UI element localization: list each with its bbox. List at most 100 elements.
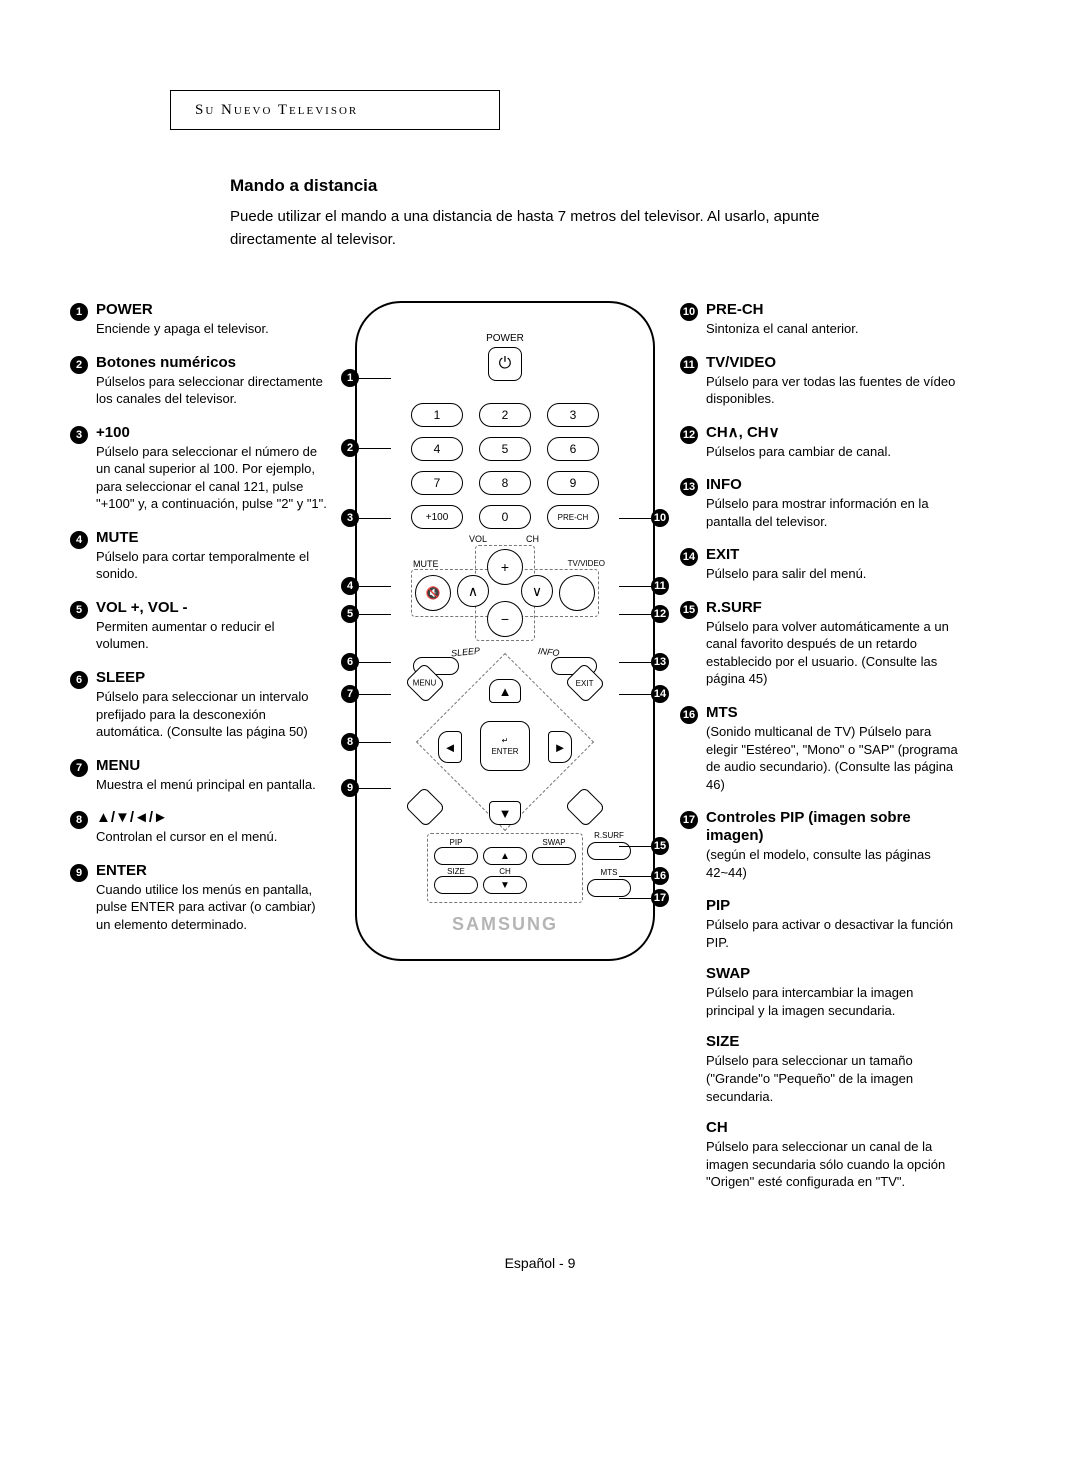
item-title: TV/VIDEO	[706, 354, 960, 372]
item-number: 6	[70, 671, 88, 689]
corner-br-button[interactable]	[564, 786, 605, 827]
callout-line	[619, 518, 651, 519]
callout-badge: 10	[651, 509, 669, 527]
callout-badge: 17	[651, 889, 669, 907]
item-title: PRE-CH	[706, 301, 960, 319]
mute-button[interactable]: 🔇	[415, 575, 451, 611]
nav-right-button[interactable]: ►	[548, 731, 572, 763]
number-button-8[interactable]: 8	[479, 471, 531, 495]
nav-left-button[interactable]: ◄	[438, 731, 462, 763]
item-number: 8	[70, 811, 88, 829]
item-desc: Púlselo para salir del menú.	[706, 565, 960, 583]
pip-sub-item: PIP Púlselo para activar o desactivar la…	[706, 897, 960, 951]
number-button-2[interactable]: 2	[479, 403, 531, 427]
desc-item: 16 MTS (Sonido multicanal de TV) Púlselo…	[680, 704, 960, 793]
callout-badge: 13	[651, 653, 669, 671]
left-column: 1 POWER Enciende y apaga el televisor. 2…	[70, 301, 330, 949]
item-desc: (Sonido multicanal de TV) Púlselo para e…	[706, 723, 960, 793]
item-title: ▲/▼/◄/►	[96, 809, 330, 827]
item-title: +100	[96, 424, 330, 442]
nav-up-button[interactable]: ▲	[489, 679, 521, 703]
pip-group: PIP ▲ SWAP SIZE CH▼	[427, 833, 583, 903]
desc-item: 12 CH∧, CH∨ Púlselos para cambiar de can…	[680, 424, 960, 461]
callout-badge: 5	[341, 605, 359, 623]
desc-item: 3 +100 Púlselo para seleccionar el númer…	[70, 424, 330, 513]
pip-down-button[interactable]: ▼	[483, 876, 527, 894]
item-number: 14	[680, 548, 698, 566]
callout-badge: 11	[651, 577, 669, 595]
item-desc: Púlselo para activar o desactivar la fun…	[706, 916, 960, 951]
nav-down-button[interactable]: ▼	[489, 801, 521, 825]
callout-line	[359, 742, 391, 743]
number-button-5[interactable]: 5	[479, 437, 531, 461]
corner-bl-button[interactable]	[404, 786, 445, 827]
header-box-title: Su Nuevo Televisor	[195, 102, 358, 118]
callout-line	[359, 662, 391, 663]
item-desc: Muestra el menú principal en pantalla.	[96, 776, 330, 794]
item-desc: Sintoniza el canal anterior.	[706, 320, 960, 338]
swap-button[interactable]	[532, 847, 576, 865]
rsurf-button[interactable]	[587, 842, 631, 860]
ch-down-button[interactable]: ∨	[521, 575, 553, 607]
vol-down-button[interactable]: −	[487, 601, 523, 637]
item-title: SWAP	[706, 965, 960, 983]
item-desc: Controlan el cursor en el menú.	[96, 828, 330, 846]
size-label: SIZE	[434, 867, 478, 876]
callout-badge: 2	[341, 439, 359, 457]
ch-label: CH	[526, 534, 539, 544]
number-button-1[interactable]: 1	[411, 403, 463, 427]
plus100-button[interactable]: +100	[411, 505, 463, 529]
size-button[interactable]	[434, 876, 478, 894]
callout-line	[359, 378, 391, 379]
callout-line	[619, 614, 651, 615]
desc-item: 6 SLEEP Púlselo para seleccionar un inte…	[70, 669, 330, 741]
desc-item: 15 R.SURF Púlselo para volver automática…	[680, 599, 960, 688]
number-button-4[interactable]: 4	[411, 437, 463, 461]
r.surf-label: R.SURF	[587, 831, 631, 840]
menu-button[interactable]: MENU	[404, 662, 445, 703]
right-column: 10 PRE-CH Sintoniza el canal anterior. 1…	[680, 301, 960, 1205]
item-title: MUTE	[96, 529, 330, 547]
callout-line	[619, 662, 651, 663]
exit-button[interactable]: EXIT	[564, 662, 605, 703]
pip-up-button[interactable]: ▲	[483, 847, 527, 865]
number-button-6[interactable]: 6	[547, 437, 599, 461]
callout-line	[359, 614, 391, 615]
swap-label: SWAP	[532, 838, 576, 847]
mts-button[interactable]	[587, 879, 631, 897]
item-title: Controles PIP (imagen sobre imagen)	[706, 809, 960, 845]
item-number: 11	[680, 356, 698, 374]
tvvideo-label: TV/VIDEO	[568, 559, 605, 568]
callout-badge: 1	[341, 369, 359, 387]
number-button-7[interactable]: 7	[411, 471, 463, 495]
callout-badge: 4	[341, 577, 359, 595]
item-title: SLEEP	[96, 669, 330, 687]
item-title: MTS	[706, 704, 960, 722]
enter-button[interactable]: ↵ ENTER	[480, 721, 530, 771]
number-button-9[interactable]: 9	[547, 471, 599, 495]
tvvideo-button[interactable]	[559, 575, 595, 611]
callout-badge: 3	[341, 509, 359, 527]
item-title: MENU	[96, 757, 330, 775]
prech-button[interactable]: PRE-CH	[547, 505, 599, 529]
ch-up-button[interactable]: ∧	[457, 575, 489, 607]
vol-ch-group: VOLCH MUTE TV/VIDEO + − 🔇 ∧ ∨	[411, 545, 599, 641]
nav-diamond: MENU EXIT ▲ ▼ ◄ ► ↵ ENTER	[400, 665, 610, 825]
number-button-3[interactable]: 3	[547, 403, 599, 427]
callout-badge: 6	[341, 653, 359, 671]
item-desc: Púlselo para ver todas las fuentes de ví…	[706, 373, 960, 408]
main-columns: 1 POWER Enciende y apaga el televisor. 2…	[70, 301, 1010, 1205]
enter-label: ENTER	[491, 747, 518, 756]
vol-up-button[interactable]: +	[487, 549, 523, 585]
pip-button[interactable]	[434, 847, 478, 865]
section-title: Mando a distancia	[230, 176, 900, 196]
info-label: INFO	[537, 646, 559, 658]
item-desc: Cuando utilice los menús en pantalla, pu…	[96, 881, 330, 934]
item-desc: (según el modelo, consulte las páginas 4…	[706, 846, 960, 881]
power-button[interactable]: ⏻	[488, 347, 522, 381]
pip-sub-item: SWAP Púlselo para intercambiar la imagen…	[706, 965, 960, 1019]
mute-label: MUTE	[413, 559, 439, 569]
number-button-0[interactable]: 0	[479, 505, 531, 529]
desc-item: 14 EXIT Púlselo para salir del menú.	[680, 546, 960, 583]
callout-line	[619, 898, 651, 899]
